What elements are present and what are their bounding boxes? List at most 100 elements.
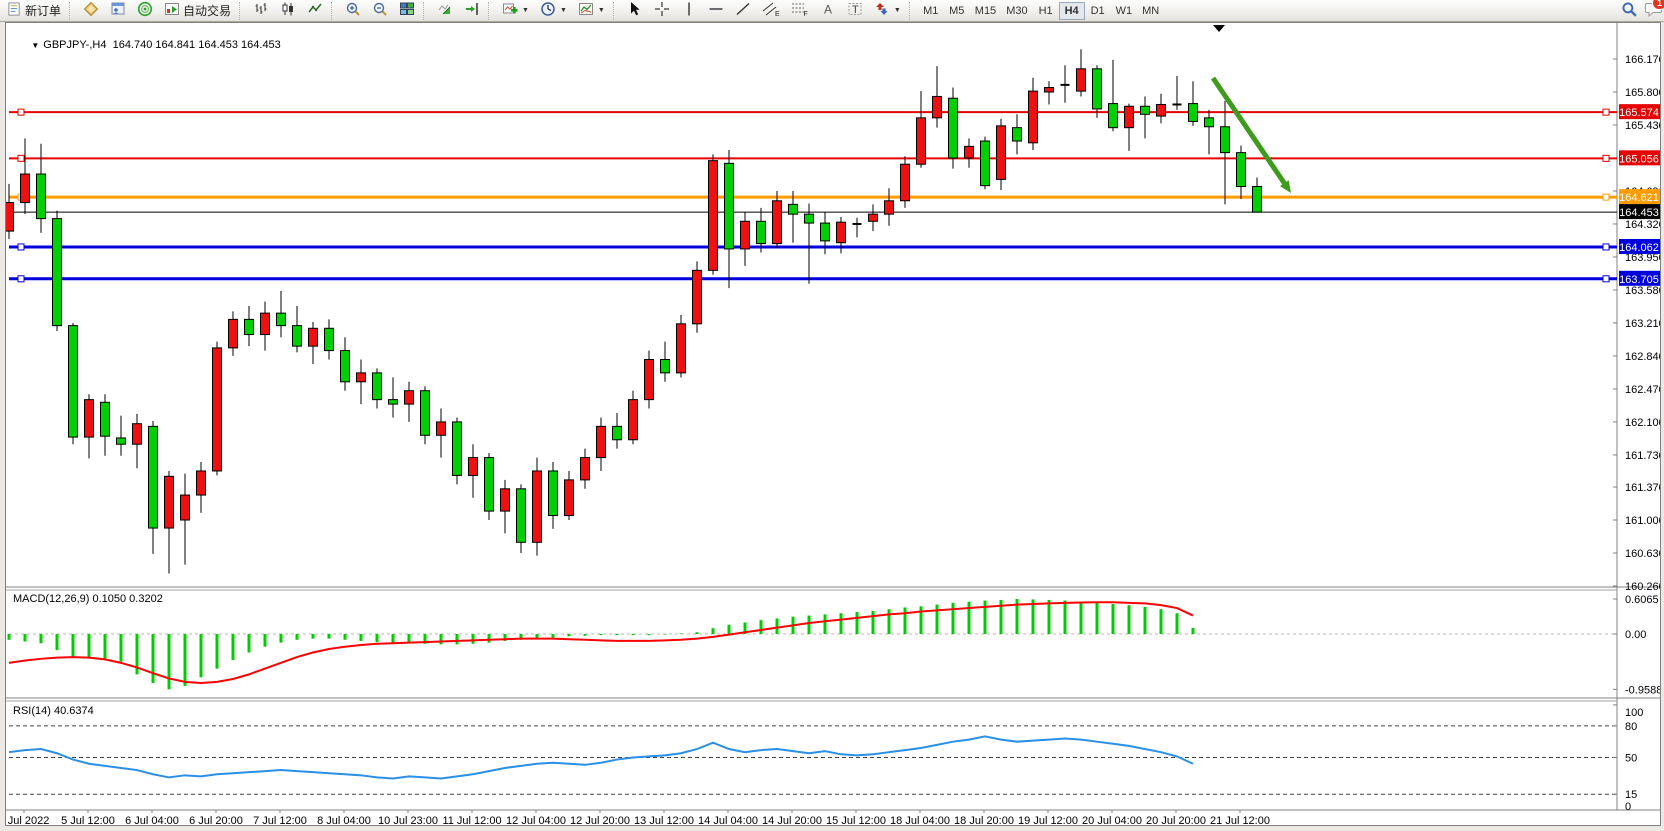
svg-text:E: E bbox=[775, 11, 780, 17]
bar-chart-icon bbox=[253, 1, 269, 20]
svg-text:20 Jul 04:00: 20 Jul 04:00 bbox=[1082, 815, 1142, 825]
auto-scroll-button[interactable] bbox=[432, 1, 458, 21]
macd-indicator-label: MACD(12,26,9) 0.1050 0.3202 bbox=[13, 593, 163, 605]
svg-text:21 Jul 12:00: 21 Jul 12:00 bbox=[1210, 815, 1270, 825]
search-button[interactable] bbox=[1616, 1, 1643, 21]
separator bbox=[423, 1, 429, 20]
separator bbox=[908, 1, 915, 20]
channel-tool-button[interactable]: E bbox=[757, 1, 785, 21]
timeframe-W1[interactable]: W1 bbox=[1111, 2, 1138, 20]
svg-text:0: 0 bbox=[1625, 801, 1631, 813]
zoom-in-button[interactable] bbox=[340, 1, 366, 21]
vertical-line-icon bbox=[681, 1, 697, 20]
svg-text:165.056: 165.056 bbox=[1619, 153, 1659, 165]
svg-text:7 Jul 12:00: 7 Jul 12:00 bbox=[253, 815, 307, 825]
svg-text:F: F bbox=[803, 11, 807, 17]
autotrading-button[interactable]: 自动交易 bbox=[159, 1, 236, 21]
fibonacci-tool-button[interactable]: F bbox=[786, 1, 814, 21]
periods-button[interactable]: ▼ bbox=[535, 1, 572, 21]
svg-text:164.320: 164.320 bbox=[1625, 219, 1660, 231]
svg-text:5 Jul 12:00: 5 Jul 12:00 bbox=[61, 815, 115, 825]
svg-text:163.950: 163.950 bbox=[1625, 252, 1660, 264]
timeframe-MN[interactable]: MN bbox=[1137, 2, 1164, 20]
trendline-tool-button[interactable] bbox=[730, 1, 756, 21]
timeframe-D1[interactable]: D1 bbox=[1085, 2, 1111, 20]
collapse-caret-icon[interactable]: ▼ bbox=[31, 41, 40, 50]
separator bbox=[239, 1, 245, 20]
data-window-button[interactable] bbox=[105, 1, 131, 21]
tile-windows-button[interactable] bbox=[394, 1, 420, 21]
svg-text:14 Jul 20:00: 14 Jul 20:00 bbox=[762, 815, 822, 825]
cursor-tool-button[interactable] bbox=[622, 1, 648, 21]
horizontal-line-tool-button[interactable] bbox=[703, 1, 729, 21]
svg-text:165.800: 165.800 bbox=[1625, 87, 1660, 99]
svg-text:162.100: 162.100 bbox=[1625, 417, 1660, 429]
timeframe-H1[interactable]: H1 bbox=[1033, 2, 1059, 20]
svg-text:A: A bbox=[824, 3, 832, 17]
svg-text:11 Jul 12:00: 11 Jul 12:00 bbox=[442, 815, 501, 825]
symbol-ohlc-bar[interactable]: ▼ GBPJPY-,H4 164.740 164.841 164.453 164.… bbox=[13, 27, 280, 63]
chart-shift-button[interactable] bbox=[459, 1, 485, 21]
svg-text:160.630: 160.630 bbox=[1625, 548, 1660, 560]
templates-button[interactable]: ▼ bbox=[573, 1, 610, 21]
timeframe-M15[interactable]: M15 bbox=[970, 2, 1001, 20]
fibonacci-icon: F bbox=[791, 1, 809, 20]
line-chart-button[interactable] bbox=[302, 1, 328, 21]
zoom-out-icon bbox=[372, 1, 388, 20]
svg-text:8 Jul 04:00: 8 Jul 04:00 bbox=[317, 815, 371, 825]
crosshair-tool-button[interactable] bbox=[649, 1, 675, 21]
new-order-button[interactable]: 新订单 bbox=[2, 1, 66, 21]
label-tool-button[interactable]: T bbox=[842, 1, 868, 21]
horizontal-line-icon bbox=[708, 1, 724, 20]
svg-text:163.705: 163.705 bbox=[1619, 274, 1659, 286]
new-order-icon bbox=[7, 1, 22, 20]
timeframe-H4[interactable]: H4 bbox=[1058, 1, 1085, 20]
indicators-button[interactable]: ▼ bbox=[497, 1, 534, 21]
svg-text:12 Jul 04:00: 12 Jul 04:00 bbox=[506, 815, 566, 825]
data-window-icon bbox=[110, 1, 126, 20]
svg-text:162.470: 162.470 bbox=[1625, 384, 1660, 396]
svg-text:165.430: 165.430 bbox=[1625, 120, 1660, 132]
trendline-icon bbox=[735, 1, 751, 20]
auto-scroll-icon bbox=[437, 1, 453, 20]
navigator-button[interactable] bbox=[132, 1, 158, 21]
arrows-tool-button[interactable]: ▼ bbox=[869, 1, 906, 21]
svg-text:161.000: 161.000 bbox=[1625, 515, 1660, 527]
zoom-out-button[interactable] bbox=[367, 1, 393, 21]
cursor-icon bbox=[627, 1, 643, 20]
timeframe-group: M1 M5 M15 M30 H1 H4 D1 W1 MN bbox=[918, 1, 1164, 20]
indicators-icon bbox=[502, 1, 518, 20]
svg-text:164.621: 164.621 bbox=[1619, 192, 1659, 204]
channel-icon: E bbox=[762, 1, 780, 20]
candlestick-chart-button[interactable] bbox=[275, 1, 301, 21]
separator bbox=[69, 1, 75, 20]
svg-text:6 Jul 20:00: 6 Jul 20:00 bbox=[189, 815, 243, 825]
dropdown-caret-icon: ▼ bbox=[597, 7, 605, 14]
svg-text:161.370: 161.370 bbox=[1625, 482, 1660, 494]
svg-text:163.210: 163.210 bbox=[1625, 318, 1660, 330]
svg-text:15 Jul 12:00: 15 Jul 12:00 bbox=[826, 815, 886, 825]
svg-text:15: 15 bbox=[1625, 789, 1637, 801]
periods-icon bbox=[540, 1, 556, 20]
arrows-tool-icon bbox=[874, 1, 890, 20]
vertical-line-tool-button[interactable] bbox=[676, 1, 702, 21]
svg-text:0.6065: 0.6065 bbox=[1625, 594, 1659, 606]
separator bbox=[331, 1, 337, 20]
rsi-indicator-label: RSI(14) 40.6374 bbox=[13, 705, 94, 717]
market-watch-button[interactable] bbox=[78, 1, 104, 21]
svg-text:18 Jul 04:00: 18 Jul 04:00 bbox=[890, 815, 950, 825]
timeframe-M30[interactable]: M30 bbox=[1001, 2, 1032, 20]
timeframe-M1[interactable]: M1 bbox=[918, 2, 944, 20]
svg-text:160.260: 160.260 bbox=[1625, 581, 1660, 593]
svg-text:80: 80 bbox=[1625, 721, 1637, 733]
price-chart-canvas[interactable]: 166.170165.800165.430164.690164.320163.9… bbox=[6, 23, 1660, 825]
timeframe-M5[interactable]: M5 bbox=[944, 2, 970, 20]
bar-chart-button[interactable] bbox=[248, 1, 274, 21]
tile-windows-icon bbox=[399, 1, 415, 20]
svg-text:161.730: 161.730 bbox=[1625, 450, 1660, 462]
svg-text:6 Jul 04:00: 6 Jul 04:00 bbox=[125, 815, 179, 825]
svg-text:10 Jul 23:00: 10 Jul 23:00 bbox=[378, 815, 438, 825]
chat-button[interactable]: 1 bbox=[1644, 0, 1664, 22]
text-tool-button[interactable]: A bbox=[815, 1, 841, 21]
